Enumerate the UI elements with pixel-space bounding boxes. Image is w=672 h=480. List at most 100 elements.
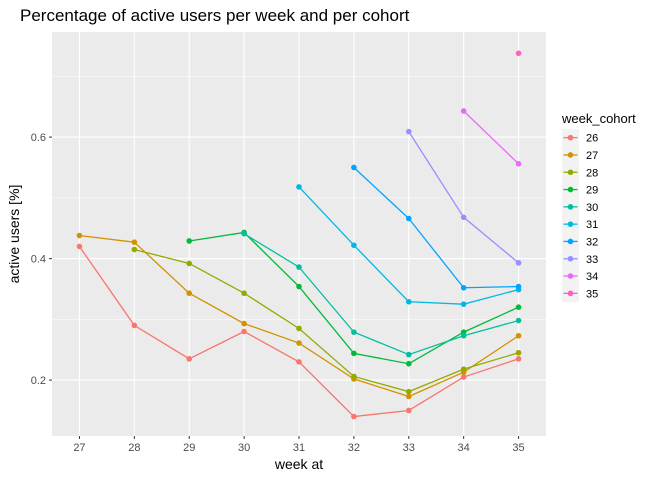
data-point-28 (296, 325, 302, 332)
legend-item-32: 32 (562, 232, 598, 251)
x-tick-label: 35 (512, 442, 524, 454)
data-point-32 (351, 164, 357, 171)
legend: week_cohort 26 27 28 29 30 31 32 33 34 35 (561, 111, 636, 302)
y-tick-label: 0.6 (31, 132, 46, 144)
y-axis-title: active users [%] (6, 185, 22, 284)
data-point-28 (131, 246, 138, 253)
legend-key-point (567, 204, 574, 210)
data-point-28 (351, 373, 357, 380)
data-point-26 (405, 407, 412, 414)
legend-item-29: 29 (562, 180, 598, 199)
data-point-27 (296, 340, 302, 346)
data-point-27 (405, 393, 412, 400)
data-point-31 (351, 242, 357, 249)
legend-key-point (567, 238, 574, 245)
data-point-30 (296, 264, 302, 270)
legend-key-point (567, 255, 574, 262)
legend-item-26: 26 (562, 129, 598, 147)
data-point-33 (460, 214, 467, 221)
series-line-28 (134, 248, 519, 393)
data-point-35 (515, 50, 522, 57)
series-line-30 (243, 233, 519, 356)
data-point-27 (131, 239, 138, 246)
series-line-34 (463, 110, 520, 165)
x-tick-label: 32 (348, 442, 360, 454)
legend-label: 30 (586, 202, 598, 214)
data-point-30 (241, 230, 247, 237)
x-tick-label: 33 (403, 442, 415, 454)
legend-item-35: 35 (562, 284, 598, 302)
data-point-27 (241, 320, 247, 327)
data-point-34 (460, 108, 467, 114)
data-point-28 (460, 366, 467, 372)
chart-title: Percentage of active users per week and … (20, 6, 410, 25)
legend-item-34: 34 (562, 267, 598, 285)
legend-label: 32 (586, 236, 598, 248)
legend-items: 26 27 28 29 30 31 32 33 34 35 (562, 129, 598, 302)
legend-item-31: 31 (562, 215, 598, 233)
data-point-26 (186, 356, 193, 362)
data-point-31 (296, 184, 302, 190)
data-point-30 (405, 351, 412, 358)
data-point-26 (515, 356, 522, 362)
legend-key-point (567, 152, 574, 158)
data-point-31 (460, 301, 467, 307)
legend-label: 33 (586, 254, 598, 266)
data-point-26 (241, 328, 247, 335)
legend-label: 29 (586, 185, 598, 197)
data-point-26 (460, 374, 467, 380)
data-point-27 (515, 332, 522, 339)
legend-key-point (567, 273, 574, 279)
data-point-26 (351, 413, 357, 420)
data-point-29 (296, 283, 302, 290)
data-point-30 (460, 332, 467, 339)
data-point-28 (405, 388, 412, 395)
data-point-28 (241, 290, 247, 297)
data-point-34 (515, 161, 522, 167)
data-point-32 (405, 215, 412, 222)
legend-item-28: 28 (562, 163, 598, 181)
data-point-28 (186, 260, 193, 267)
data-point-32 (515, 283, 522, 290)
data-point-30 (515, 317, 522, 324)
series-line-32 (353, 167, 519, 289)
data-point-30 (351, 329, 357, 335)
data-point-32 (460, 284, 467, 291)
data-point-31 (405, 298, 412, 305)
x-axis-title: week at (274, 456, 323, 472)
legend-label: 31 (586, 219, 598, 231)
legend-key-point (567, 290, 574, 297)
x-tick-label: 31 (293, 442, 305, 454)
legend-item-27: 27 (562, 146, 598, 164)
data-point-29 (515, 304, 522, 311)
legend-key-point (567, 169, 574, 176)
data-point-26 (131, 322, 138, 329)
x-tick-label: 27 (73, 442, 85, 454)
data-point-33 (405, 128, 412, 135)
x-tick-label: 34 (458, 442, 470, 454)
legend-item-33: 33 (562, 250, 598, 268)
legend-label: 26 (586, 133, 598, 145)
legend-label: 34 (586, 271, 598, 283)
legend-key-point (567, 186, 574, 193)
x-axis: 27 28 29 30 31 32 33 34 35 (73, 436, 525, 454)
data-point-28 (515, 349, 522, 356)
legend-key-point (567, 134, 574, 141)
y-tick-label: 0.2 (31, 375, 46, 387)
data-point-29 (405, 360, 412, 367)
series-points (76, 50, 522, 420)
data-point-26 (296, 359, 302, 365)
x-tick-label: 29 (183, 442, 195, 454)
legend-label: 27 (586, 150, 598, 162)
data-point-27 (186, 290, 193, 297)
data-point-27 (76, 232, 83, 239)
data-point-33 (515, 260, 522, 266)
y-axis: 0.2 0.4 0.6 (31, 132, 52, 387)
legend-title: week_cohort (561, 111, 636, 126)
legend-item-30: 30 (562, 198, 598, 216)
legend-label: 35 (586, 288, 598, 300)
x-tick-label: 28 (128, 442, 140, 454)
x-tick-label: 30 (238, 442, 250, 454)
data-point-26 (76, 243, 83, 250)
